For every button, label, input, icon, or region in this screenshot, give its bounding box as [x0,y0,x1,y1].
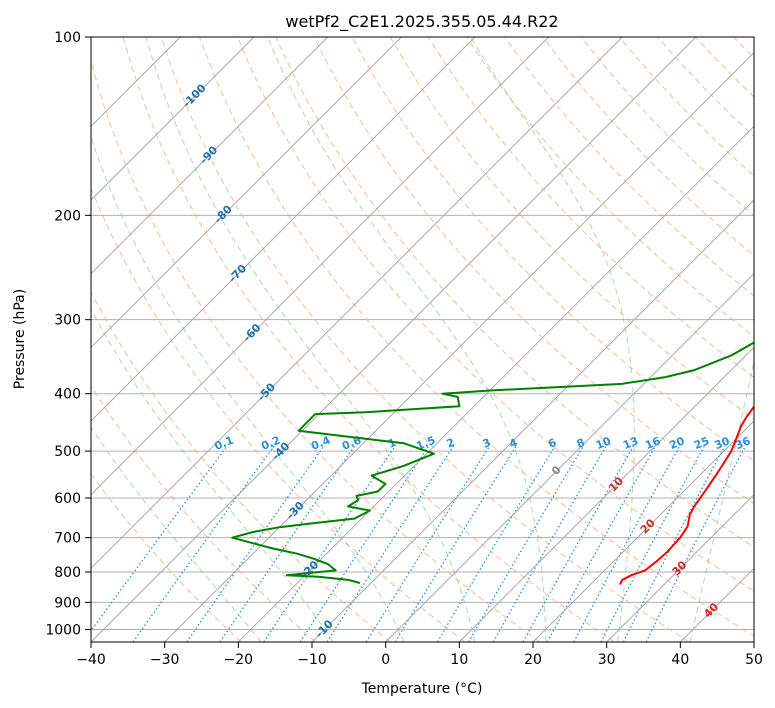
y-tick-label: 700 [54,531,81,547]
y-tick-label: 400 [54,387,81,403]
mixing-ratio-label: 36 [733,434,752,452]
mixing-ratio-line-3 [365,445,491,642]
dry-adiabat-300 [122,37,615,642]
x-tick-label: 40 [671,652,689,668]
isotherm--50 [91,37,623,570]
dry-adiabat-340 [275,37,754,548]
mixing-ratio-line-1.5 [299,445,430,642]
isotherm-0 [385,272,754,642]
mixing-ratio-label: 30 [713,434,732,452]
dry-adiabat-370 [389,37,754,420]
mixing-ratio-line-30 [622,445,726,642]
isotherm--30 [164,51,754,642]
isotherm--100 [91,37,255,201]
isotherm-20 [532,420,754,642]
moist-adiabat-20 [267,37,547,642]
dry-adiabat-360 [351,37,754,462]
isotherm-30 [606,493,754,642]
moist-adiabat-0 [91,135,405,642]
y-axis-ticks: 100 200 300 400 500 600 700 800 900 1000 [45,30,91,638]
mixing-ratio-line-0.4 [186,445,325,642]
chart-title: wetPf2_C2E1.2025.355.05.44.R22 [285,12,558,32]
y-axis-label: Pressure (hPa) [12,289,28,389]
dry-adiabat-390 [466,37,754,338]
mixing-ratio-line-0.6 [219,445,356,642]
isotherm--10 [311,199,754,642]
moist-adiabat-40 [689,358,754,642]
mixing-ratio-label: 25 [692,434,711,452]
x-tick-label: 10 [450,652,468,668]
mixing-ratio-label: 20 [667,434,686,452]
y-tick-label: 900 [54,595,81,611]
mixing-ratio-line-8 [467,445,585,642]
mixing-ratio-label: 3 [481,436,493,451]
dry-adiabat-260 [91,384,317,642]
y-tick-label: 100 [54,30,81,46]
mixing-ratio-label: 1 [386,436,398,451]
y-tick-label: 1000 [45,622,81,638]
isotherm--20 [237,125,754,642]
mixing-ratio-line-0.2 [132,445,275,642]
plot-area: -100-90-80-70-60-50-40-30-20-10010203040… [91,37,754,642]
x-tick-label: −20 [224,652,254,668]
dry-adiabat-290 [91,59,541,642]
y-tick-label: 300 [54,313,81,329]
mixing-ratio-line-36 [645,445,747,642]
dry-adiabat-310 [160,37,690,642]
isotherm-10 [458,346,754,642]
horizontal-gridlines [91,37,754,630]
skewed-isotherms [91,37,754,642]
mixing-ratio-label: 16 [643,434,662,452]
dry-adiabats [91,37,754,642]
profile-line-2 [231,341,754,584]
moist-adiabat--20 [91,426,262,642]
profile-line-1 [619,404,754,586]
mixing-ratio-label: 8 [575,436,587,451]
x-tick-label: −40 [76,652,106,668]
isotherm--90 [91,37,329,275]
mixing-ratio-line-16 [546,445,657,642]
mixing-ratio-line-2 [326,445,455,642]
y-tick-label: 600 [54,491,81,507]
x-tick-label: −30 [150,652,180,668]
dry-adiabat-270 [91,291,391,642]
dry-adiabat-280 [91,186,466,642]
x-axis-label: Temperature (°C) [361,681,483,697]
x-tick-label: 0 [381,652,390,668]
x-tick-label: 20 [524,652,542,668]
x-tick-label: −10 [297,652,327,668]
moist-adiabat-30 [470,37,635,642]
moist-adiabat-10 [145,37,476,642]
dry-adiabat-250 [91,472,242,642]
isotherm--60 [91,37,550,496]
mixing-ratio-label: 13 [621,434,640,452]
x-tick-label: 50 [745,652,763,668]
moist-adiabats [91,37,754,642]
mixing-ratio-label: 10 [594,434,613,452]
mixing-ratio-line-13 [522,445,635,642]
mixing-ratio-label: 2 [445,436,457,451]
mixing-ratio-line-1 [263,445,396,642]
mixing-ratio-lines [91,445,747,642]
isotherm--40 [91,37,697,642]
isotherm--70 [91,37,476,422]
dry-adiabat-400 [504,37,754,297]
y-tick-label: 500 [54,444,81,460]
x-tick-label: 30 [598,652,616,668]
y-tick-label: 200 [54,208,81,224]
plot-frame [90,36,755,643]
sounding-profiles [231,341,754,586]
dry-adiabat-350 [313,37,754,505]
dry-adiabat-330 [237,37,754,592]
x-axis-ticks: −40 −30 −20 −10 0 10 20 30 40 50 [76,642,763,668]
moist-adiabat--10 [91,308,334,642]
isotherm--80 [91,37,402,349]
y-tick-label: 800 [54,565,81,581]
dry-adiabat-380 [427,37,754,378]
